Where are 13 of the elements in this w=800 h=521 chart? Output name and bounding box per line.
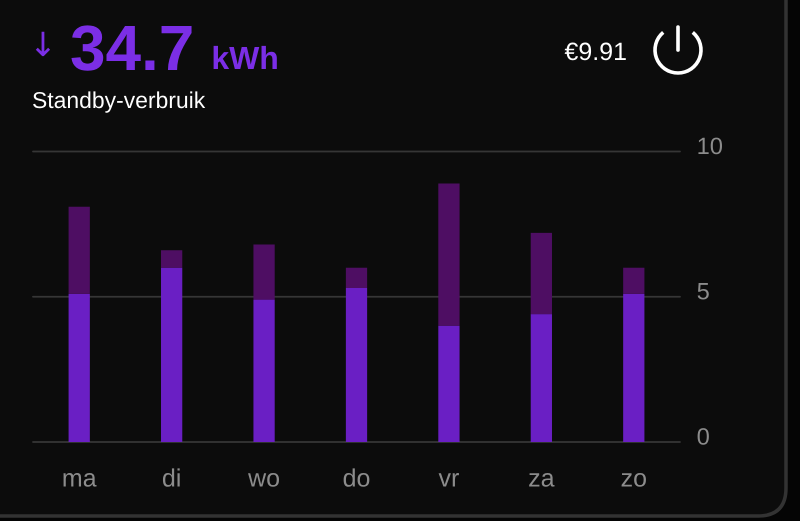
chart-subtitle: Standby-verbruik xyxy=(33,91,206,113)
y-tick-label: 5 xyxy=(698,283,709,300)
x-tick-label: ma xyxy=(64,473,97,487)
x-tick-label: vr xyxy=(438,473,459,487)
x-tick-label: do xyxy=(344,468,370,487)
x-tick-label: zo xyxy=(622,473,646,487)
y-tick-label: 0 xyxy=(698,428,709,445)
y-tick-label: 10 xyxy=(698,138,722,154)
chart-title: ↓ 34.7 kWh xyxy=(36,25,277,71)
x-tick-label: wo xyxy=(248,473,280,487)
x-tick-label: za xyxy=(529,473,555,487)
x-tick-label: di xyxy=(162,468,180,487)
text: €9.91 xyxy=(564,42,626,60)
